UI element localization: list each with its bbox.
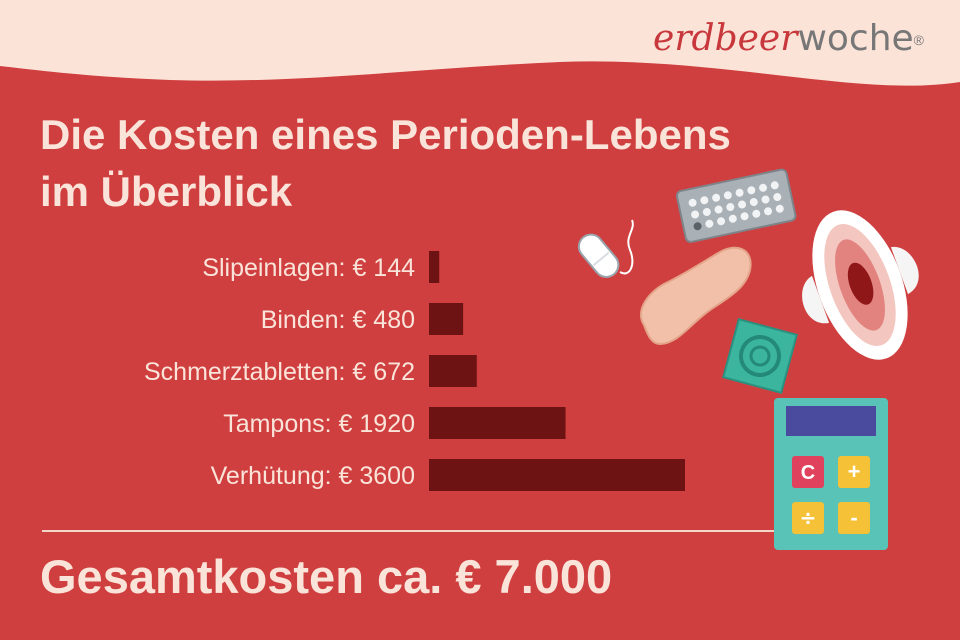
calculator-icon: C + ÷ - xyxy=(774,398,888,550)
svg-text:C: C xyxy=(801,462,815,484)
svg-text:+: + xyxy=(848,459,861,484)
svg-text:÷: ÷ xyxy=(800,506,817,530)
bar-label-tampons: Tampons: € 1920 xyxy=(223,410,415,438)
bar-schmerztabletten xyxy=(429,355,477,387)
registered-mark: ® xyxy=(913,32,924,48)
cost-bar-chart: Slipeinlagen: € 144 Binden: € 480 Schmerzt… xyxy=(144,251,685,491)
page-title: Die Kosten eines Perioden-Lebens im Über… xyxy=(40,106,920,220)
bar-binden xyxy=(429,303,464,335)
svg-text:-: - xyxy=(850,505,857,530)
pad-icon xyxy=(802,210,919,360)
header-banner xyxy=(0,0,960,86)
divider-line xyxy=(42,530,780,532)
pill-blister-icon xyxy=(675,168,797,243)
title-line-1: Die Kosten eines Perioden-Lebens xyxy=(40,111,731,158)
bar-label-slipeinlagen: Slipeinlagen: € 144 xyxy=(202,254,415,282)
total-cost: Gesamtkosten ca. € 7.000 xyxy=(40,550,613,603)
bar-label-schmerztabletten: Schmerztabletten: € 672 xyxy=(144,358,415,386)
bar-label-verh-tung: Verhütung: € 3600 xyxy=(211,462,415,490)
tampon-icon xyxy=(577,219,634,278)
condom-icon xyxy=(722,318,798,394)
bar-verh-tung xyxy=(429,459,685,491)
brand-name-part2: woche xyxy=(797,18,914,59)
illustration-group: C + ÷ - xyxy=(577,168,919,550)
title-line-2: im Überblick xyxy=(40,168,293,215)
panty-liner-icon xyxy=(640,246,752,346)
bar-slipeinlagen xyxy=(429,251,440,283)
bar-tampons xyxy=(429,407,566,439)
bar-label-binden: Binden: € 480 xyxy=(261,306,415,334)
brand-name-part1: erdbeer xyxy=(653,18,798,59)
brand-logo[interactable]: erdbeerwoche® xyxy=(653,16,924,61)
